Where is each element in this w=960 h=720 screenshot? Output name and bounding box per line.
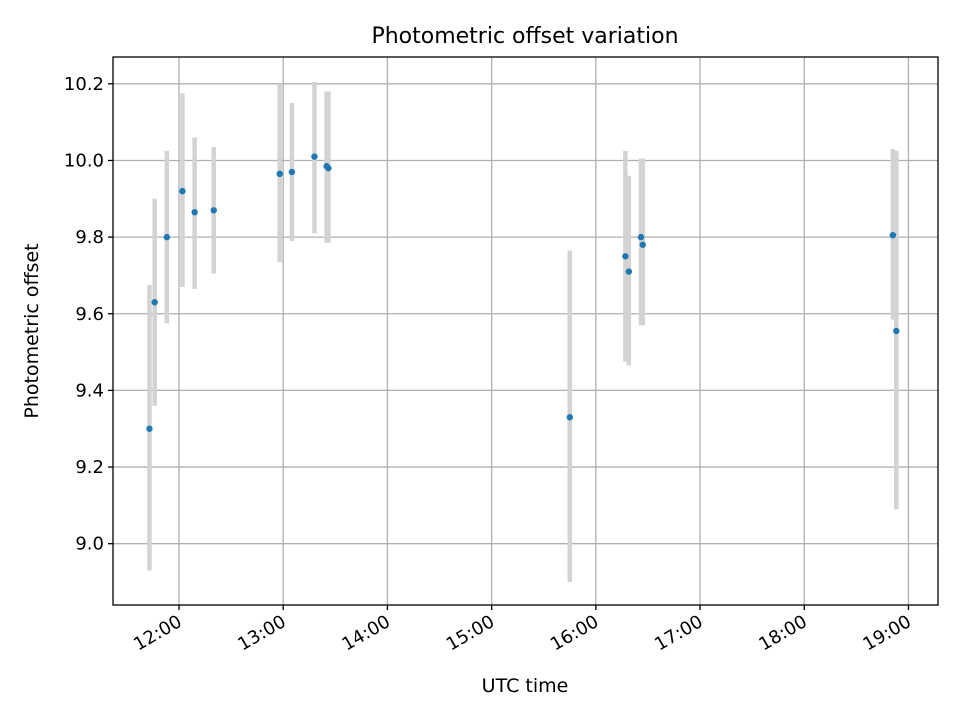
chart-title: Photometric offset variation xyxy=(371,24,678,49)
plot-frame xyxy=(112,56,939,606)
data-point xyxy=(163,233,171,241)
grid-layer xyxy=(113,57,938,605)
data-point xyxy=(893,327,900,335)
data-point xyxy=(566,414,573,421)
data-point xyxy=(639,241,646,248)
y-tick-label: 10.2 xyxy=(64,74,104,95)
data-point xyxy=(179,187,186,195)
y-tick-label: 9.4 xyxy=(75,380,104,401)
data-point xyxy=(191,209,198,216)
data-point xyxy=(151,299,158,306)
y-axis-label: Photometric offset xyxy=(21,243,43,418)
data-point xyxy=(889,231,897,239)
data-point xyxy=(625,268,633,275)
data-point xyxy=(311,153,318,160)
point-layer xyxy=(146,153,900,432)
data-point xyxy=(325,164,332,172)
y-tick-label: 10.0 xyxy=(64,150,104,171)
data-point xyxy=(210,207,217,214)
data-point xyxy=(276,170,283,178)
data-point xyxy=(622,253,629,260)
y-tick-label: 9.2 xyxy=(75,457,104,478)
x-axis-label: UTC time xyxy=(482,675,569,697)
data-point xyxy=(288,168,296,176)
y-tick-label: 9.6 xyxy=(75,304,104,325)
data-point xyxy=(637,233,645,241)
y-tick-label: 9.8 xyxy=(75,227,104,248)
y-tick-label: 9.0 xyxy=(75,534,104,555)
data-point xyxy=(146,425,153,432)
